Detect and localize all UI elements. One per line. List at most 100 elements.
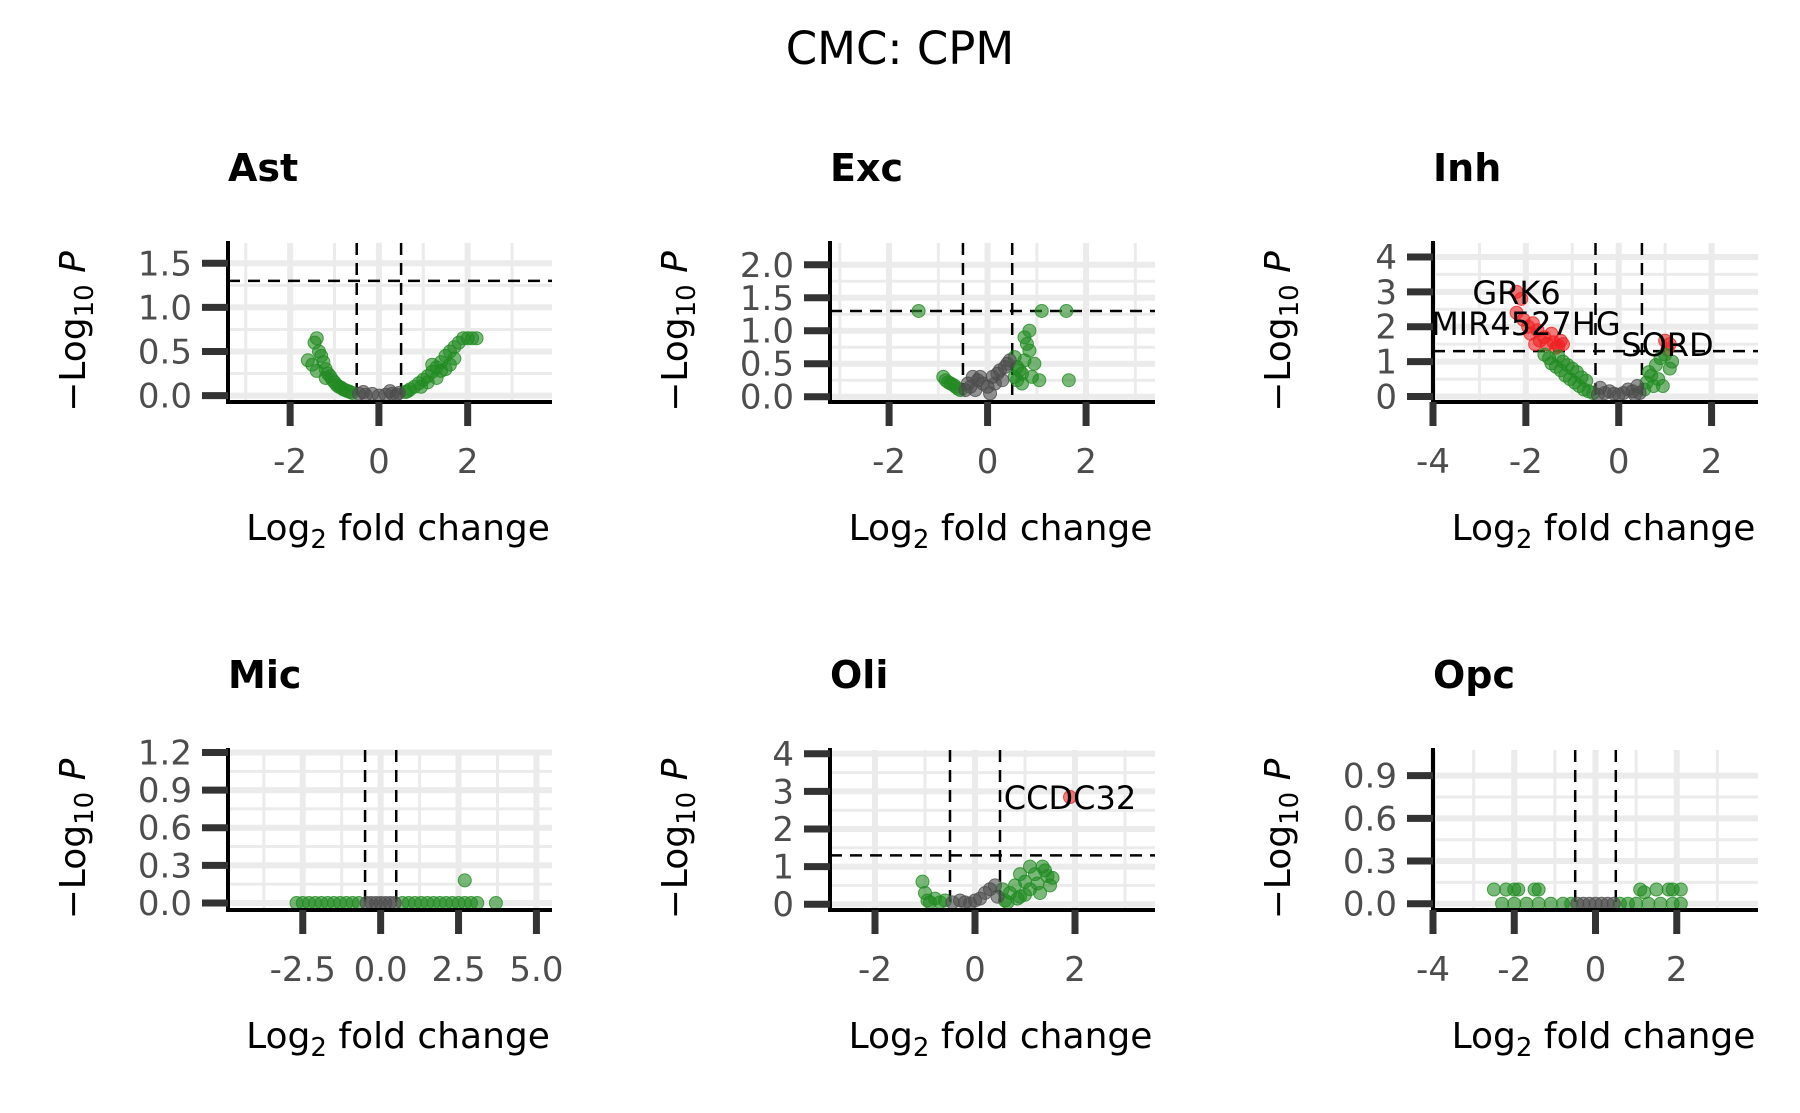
gene-label: GRK6 bbox=[1472, 274, 1560, 312]
y-tick-label: 1 bbox=[772, 848, 794, 888]
x-axis-title: Log2 fold change bbox=[849, 508, 1153, 555]
data-point bbox=[941, 375, 956, 390]
panel-title: Ast bbox=[228, 146, 298, 190]
x-axis-title: Log2 fold change bbox=[1452, 1016, 1756, 1063]
data-point bbox=[1030, 876, 1045, 891]
data-point bbox=[1662, 361, 1677, 376]
data-point bbox=[389, 387, 404, 402]
data-point bbox=[387, 895, 402, 910]
y-tick-label: 4 bbox=[772, 735, 794, 775]
y-tick-label: 1.0 bbox=[740, 312, 794, 352]
data-point bbox=[1637, 885, 1652, 900]
gene-label: MIR4527HG bbox=[1431, 305, 1621, 343]
x-tick-label: 0 bbox=[368, 442, 390, 482]
data-point bbox=[1018, 887, 1032, 902]
grid bbox=[228, 749, 552, 908]
x-tick-label: 2 bbox=[1075, 442, 1097, 482]
y-tick-label: 0.0 bbox=[740, 378, 794, 418]
y-axis-title: −Log10 P bbox=[655, 758, 702, 919]
data-point bbox=[356, 385, 371, 400]
x-axis-title: Log2 fold change bbox=[849, 1016, 1153, 1063]
y-tick-label: 0 bbox=[1375, 378, 1397, 418]
x-tick-label: 2 bbox=[1701, 442, 1723, 482]
x-tick-label: -2 bbox=[872, 442, 906, 482]
x-tick-label: -4 bbox=[1416, 950, 1450, 990]
panel-opc: Opc 0.00.30.60.9 -4 -2 0 2 Log2 fold change −Lo… bbox=[1258, 653, 1758, 1063]
gene-label: SORD bbox=[1621, 326, 1713, 364]
data-point bbox=[1013, 867, 1027, 882]
x-axis-title: Log2 fold change bbox=[1452, 508, 1756, 555]
data-point bbox=[1673, 882, 1688, 897]
x-axis-title: Log2 fold change bbox=[246, 1016, 550, 1063]
data-point bbox=[300, 353, 315, 368]
y-tick-label: 0.3 bbox=[138, 846, 192, 886]
y-tick-label: 2 bbox=[1375, 308, 1397, 348]
y-tick-label: 0.9 bbox=[138, 771, 192, 811]
data-point bbox=[997, 360, 1012, 375]
x-tick-label: 0 bbox=[964, 950, 986, 990]
data-point bbox=[1593, 380, 1608, 395]
y-tick-label: 0.5 bbox=[740, 345, 794, 385]
data-point bbox=[1511, 882, 1526, 897]
y-axis-title: −Log10 P bbox=[1258, 758, 1305, 919]
data-point bbox=[1007, 369, 1022, 384]
data-point bbox=[488, 895, 503, 910]
x-tick-label: 0 bbox=[977, 442, 999, 482]
data-point bbox=[470, 895, 485, 910]
grid bbox=[1430, 750, 1758, 908]
data-point bbox=[987, 376, 1002, 391]
data-point bbox=[1649, 882, 1664, 897]
x-tick-label: 2 bbox=[1666, 950, 1688, 990]
data-point bbox=[1034, 303, 1049, 318]
data-point bbox=[1528, 337, 1543, 352]
y-axis-title: −Log10 P bbox=[1258, 251, 1305, 412]
panel-title: Oli bbox=[830, 653, 888, 697]
y-tick-label: 3 bbox=[772, 772, 794, 812]
data-point bbox=[1032, 373, 1047, 388]
y-tick-label: 0.3 bbox=[1343, 842, 1397, 882]
data-point bbox=[414, 379, 429, 394]
x-tick-label: 2.5 bbox=[431, 950, 485, 990]
panel-title: Opc bbox=[1433, 653, 1515, 697]
data-point bbox=[1017, 330, 1032, 345]
x-tick-label: -2 bbox=[1497, 950, 1531, 990]
y-axis-title: −Log10 P bbox=[53, 758, 100, 919]
grid bbox=[228, 243, 552, 400]
data-point bbox=[1063, 790, 1077, 805]
x-tick-label: 2 bbox=[457, 442, 479, 482]
panel-ast: Ast 0.0 0.51.01.5 -2 0 2 Log2 fold change −Log1… bbox=[53, 146, 552, 555]
x-tick-label: 5.0 bbox=[509, 950, 563, 990]
data-point bbox=[1023, 859, 1037, 874]
y-tick-label: 0.0 bbox=[138, 884, 192, 924]
y-tick-label: 0.6 bbox=[1343, 799, 1397, 839]
data-point bbox=[1486, 882, 1501, 897]
x-tick-label: -2 bbox=[1509, 442, 1543, 482]
y-tick-label: 0.9 bbox=[1343, 757, 1397, 797]
panel-title: Mic bbox=[228, 653, 301, 697]
data-point bbox=[447, 351, 462, 366]
data-point bbox=[990, 889, 1005, 904]
data-point bbox=[1514, 291, 1529, 306]
data-point bbox=[309, 331, 324, 346]
y-tick-label: 1.0 bbox=[138, 288, 192, 328]
y-axis-title: −Log10 P bbox=[655, 251, 702, 412]
y-tick-label: 1 bbox=[1375, 343, 1397, 383]
y-tick-label: 0.0 bbox=[138, 377, 192, 417]
data-point bbox=[469, 331, 484, 346]
data-point bbox=[1059, 303, 1074, 318]
data-point bbox=[1627, 387, 1642, 402]
data-point bbox=[968, 383, 983, 398]
data-point bbox=[1531, 882, 1546, 897]
x-tick-label: 0 bbox=[1608, 442, 1630, 482]
y-tick-label: 0.5 bbox=[138, 332, 192, 372]
panel-title: Inh bbox=[1433, 146, 1501, 190]
data-point bbox=[457, 873, 472, 888]
x-tick-label: -2 bbox=[858, 950, 892, 990]
data-point bbox=[1551, 349, 1566, 364]
y-tick-label: 4 bbox=[1375, 238, 1397, 278]
y-tick-label: 1.2 bbox=[138, 734, 192, 774]
data-point bbox=[911, 303, 926, 318]
